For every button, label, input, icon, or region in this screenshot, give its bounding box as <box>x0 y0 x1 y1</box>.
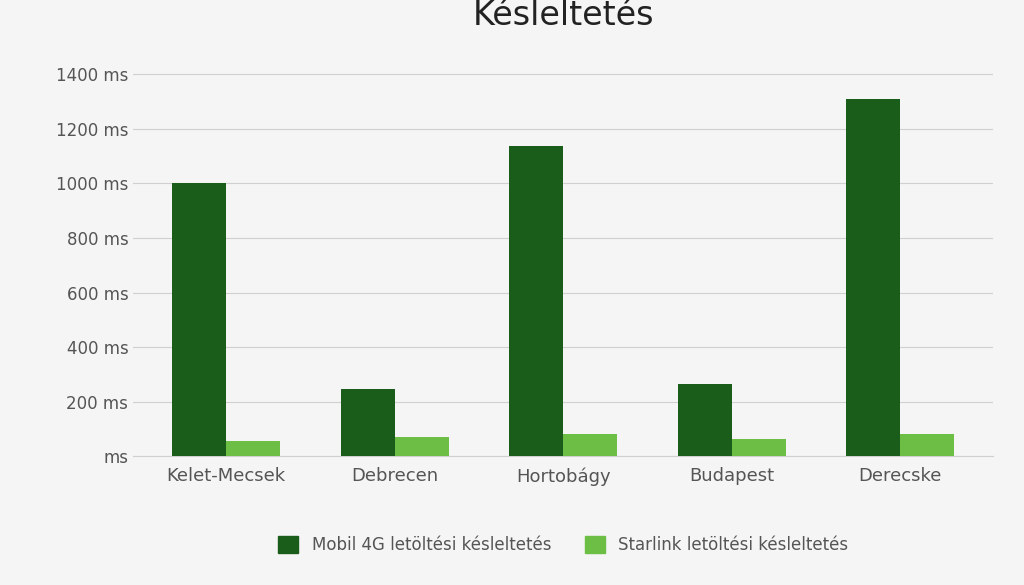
Bar <box>226 441 281 456</box>
Bar <box>394 437 449 456</box>
Legend: Mobil 4G letöltési késleltetés, Starlink letöltési késleltetés: Mobil 4G letöltési késleltetés, Starlink… <box>270 528 856 563</box>
Bar <box>341 390 394 456</box>
Bar <box>172 183 226 456</box>
Bar <box>678 384 732 456</box>
Bar <box>900 435 954 456</box>
Title: Késleltetés: Késleltetés <box>472 0 654 32</box>
Bar <box>846 99 900 456</box>
Bar <box>563 435 617 456</box>
Bar <box>732 439 785 456</box>
Bar <box>509 146 563 456</box>
